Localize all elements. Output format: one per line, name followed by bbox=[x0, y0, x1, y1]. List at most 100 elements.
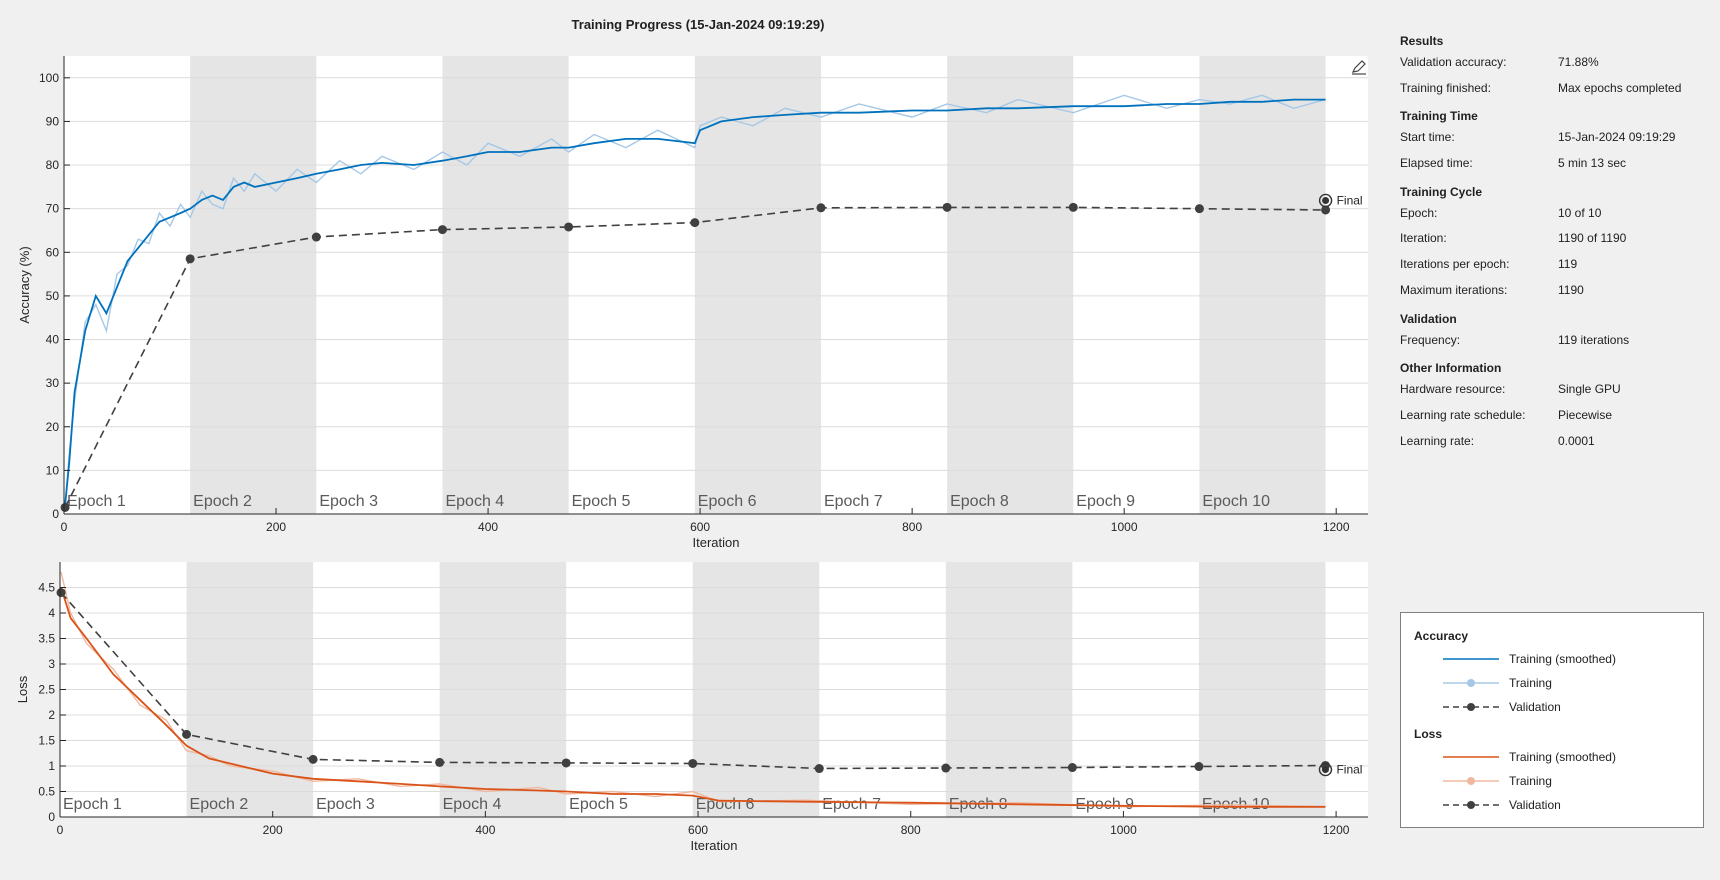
validation-point bbox=[561, 758, 571, 768]
pen-export-icon[interactable] bbox=[1350, 58, 1368, 76]
y-tick-label: 70 bbox=[46, 202, 60, 216]
info-row: Hardware resource: Single GPU bbox=[1400, 377, 1700, 403]
info-key: Learning rate schedule: bbox=[1400, 407, 1526, 422]
page-title: Training Progress (15-Jan-2024 09:19:29) bbox=[571, 17, 825, 32]
epoch-label: Epoch 1 bbox=[67, 493, 126, 510]
x-tick-label: 1000 bbox=[1110, 823, 1137, 837]
final-label: Final bbox=[1337, 193, 1363, 207]
validation-point bbox=[1194, 204, 1204, 214]
info-key: Frequency: bbox=[1400, 332, 1461, 347]
y-tick-label: 4.5 bbox=[38, 581, 55, 595]
y-tick-label: 10 bbox=[46, 463, 60, 477]
epoch-label: Epoch 10 bbox=[1202, 493, 1270, 510]
y-axis-label: Accuracy (%) bbox=[17, 246, 32, 323]
info-row: Iterations per epoch: 119 bbox=[1400, 252, 1700, 278]
x-tick-label: 800 bbox=[901, 823, 921, 837]
info-row: Frequency: 119 iterations bbox=[1400, 328, 1700, 354]
final-label: Final bbox=[1336, 763, 1362, 777]
x-axis-label: Iteration bbox=[693, 535, 740, 550]
info-row: Validation accuracy: 71.88% bbox=[1400, 50, 1700, 76]
validation-point bbox=[941, 763, 951, 773]
legend-swatch bbox=[1443, 703, 1499, 711]
epoch-label: Epoch 8 bbox=[950, 493, 1009, 510]
legend-item: Training (smoothed) bbox=[1443, 749, 1616, 765]
loss-chart: Epoch 1 Epoch 2 Epoch 3 Epoch 4 Epoch 5 Epoch… bbox=[15, 562, 1368, 853]
validation-point bbox=[60, 502, 70, 512]
info-value: 119 iterations bbox=[1558, 332, 1630, 347]
training-smoothed-line bbox=[60, 587, 1326, 808]
validation-point bbox=[942, 202, 952, 212]
info-row: Learning rate schedule: Piecewise bbox=[1400, 403, 1700, 429]
y-tick-label: 100 bbox=[39, 71, 59, 85]
training-line bbox=[64, 94, 1326, 506]
epoch-label: Epoch 2 bbox=[193, 493, 252, 510]
y-tick-label: 0.5 bbox=[38, 785, 55, 799]
accuracy-chart: Epoch 1 Epoch 2 Epoch 3 Epoch 4 Epoch 5 Epoch… bbox=[17, 56, 1368, 550]
info-value: 10 of 10 bbox=[1558, 205, 1602, 220]
legend-item: Validation bbox=[1443, 797, 1561, 813]
epoch-label: Epoch 4 bbox=[443, 796, 502, 813]
y-tick-label: 60 bbox=[46, 245, 60, 259]
info-row: Maximum iterations: 1190 bbox=[1400, 278, 1700, 304]
info-section-heading: Training Cycle bbox=[1400, 184, 1483, 199]
x-tick-label: 600 bbox=[690, 520, 710, 534]
x-axis-label: Iteration bbox=[691, 838, 738, 853]
epoch-label: Epoch 2 bbox=[190, 796, 249, 813]
legend-label: Training (smoothed) bbox=[1509, 750, 1616, 764]
info-panel: Results Validation accuracy: 71.88% Trainin… bbox=[1400, 26, 1700, 454]
final-marker bbox=[1318, 193, 1333, 208]
info-value: Piecewise bbox=[1558, 407, 1613, 422]
epoch-label: Epoch 3 bbox=[316, 796, 375, 813]
validation-point bbox=[1067, 763, 1077, 773]
legend-item: Training (smoothed) bbox=[1443, 651, 1616, 667]
legend-item: Validation bbox=[1443, 699, 1561, 715]
final-marker-dot bbox=[1321, 766, 1329, 774]
epoch-band bbox=[190, 56, 317, 514]
y-tick-label: 1.5 bbox=[38, 734, 55, 748]
y-tick-label: 2.5 bbox=[38, 683, 55, 697]
info-row: Epoch: 10 of 10 bbox=[1400, 201, 1700, 227]
info-key: Hardware resource: bbox=[1400, 382, 1506, 397]
epoch-band bbox=[1199, 56, 1326, 514]
y-tick-label: 1 bbox=[48, 759, 55, 773]
info-row: Iteration: 1190 of 1190 bbox=[1400, 226, 1700, 252]
y-tick-label: 30 bbox=[46, 376, 60, 390]
epoch-label: Epoch 7 bbox=[824, 493, 883, 510]
y-tick-label: 0 bbox=[48, 810, 55, 824]
legend-label: Training bbox=[1509, 676, 1552, 690]
info-value: 15-Jan-2024 09:19:29 bbox=[1558, 130, 1676, 145]
epoch-label: Epoch 5 bbox=[572, 493, 631, 510]
x-tick-label: 0 bbox=[61, 520, 68, 534]
y-tick-label: 4 bbox=[48, 606, 55, 620]
x-tick-label: 400 bbox=[475, 823, 495, 837]
legend-label: Training (smoothed) bbox=[1509, 652, 1616, 666]
info-section-heading: Results bbox=[1400, 34, 1444, 48]
validation-point bbox=[564, 222, 574, 232]
y-tick-label: 90 bbox=[46, 114, 60, 128]
legend-swatch bbox=[1443, 658, 1499, 660]
training-plots: Epoch 1 Epoch 2 Epoch 3 Epoch 4 Epoch 5 Epoch… bbox=[15, 56, 1368, 853]
epoch-label: Epoch 7 bbox=[822, 796, 881, 813]
info-key: Start time: bbox=[1400, 130, 1455, 145]
info-row: Start time: 15-Jan-2024 09:19:29 bbox=[1400, 125, 1700, 151]
y-tick-label: 0 bbox=[52, 507, 59, 521]
validation-point bbox=[308, 754, 318, 764]
info-row: Training finished: Max epochs completed bbox=[1400, 76, 1700, 102]
x-tick-label: 200 bbox=[263, 823, 283, 837]
x-tick-label: 200 bbox=[266, 520, 286, 534]
info-key: Iterations per epoch: bbox=[1400, 257, 1510, 272]
x-tick-label: 400 bbox=[478, 520, 498, 534]
epoch-band bbox=[442, 56, 569, 514]
info-section-heading: Validation bbox=[1400, 311, 1457, 326]
final-marker bbox=[1318, 762, 1333, 777]
validation-point bbox=[1194, 762, 1204, 772]
y-tick-label: 40 bbox=[46, 333, 60, 347]
info-value: 0.0001 bbox=[1558, 433, 1595, 448]
y-tick-label: 3 bbox=[48, 657, 55, 671]
validation-point bbox=[816, 203, 826, 213]
info-value: 1190 of 1190 bbox=[1558, 231, 1627, 246]
legend-item: Training bbox=[1443, 675, 1552, 691]
legend-heading: Accuracy bbox=[1414, 629, 1469, 643]
legend: Accuracy Training (smoothed) Training Valid… bbox=[1400, 612, 1704, 828]
info-value: 71.88% bbox=[1558, 55, 1599, 69]
